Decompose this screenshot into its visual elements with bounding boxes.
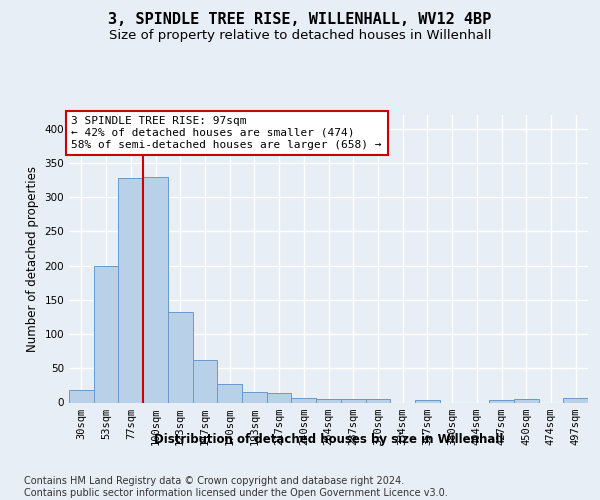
- Bar: [168, 312, 193, 402]
- Text: Contains HM Land Registry data © Crown copyright and database right 2024.
Contai: Contains HM Land Registry data © Crown c…: [24, 476, 448, 498]
- Bar: [341, 399, 365, 402]
- Bar: [292, 398, 316, 402]
- Bar: [94, 266, 118, 402]
- Bar: [242, 392, 267, 402]
- Bar: [316, 399, 341, 402]
- Bar: [563, 398, 588, 402]
- Y-axis label: Number of detached properties: Number of detached properties: [26, 166, 39, 352]
- Bar: [489, 400, 514, 402]
- Text: Distribution of detached houses by size in Willenhall: Distribution of detached houses by size …: [154, 432, 503, 446]
- Bar: [267, 393, 292, 402]
- Bar: [365, 399, 390, 402]
- Bar: [415, 400, 440, 402]
- Bar: [69, 390, 94, 402]
- Bar: [514, 399, 539, 402]
- Text: 3, SPINDLE TREE RISE, WILLENHALL, WV12 4BP: 3, SPINDLE TREE RISE, WILLENHALL, WV12 4…: [109, 12, 491, 28]
- Bar: [118, 178, 143, 402]
- Bar: [143, 176, 168, 402]
- Text: 3 SPINDLE TREE RISE: 97sqm
← 42% of detached houses are smaller (474)
58% of sem: 3 SPINDLE TREE RISE: 97sqm ← 42% of deta…: [71, 116, 382, 150]
- Bar: [217, 384, 242, 402]
- Text: Size of property relative to detached houses in Willenhall: Size of property relative to detached ho…: [109, 28, 491, 42]
- Bar: [193, 360, 217, 403]
